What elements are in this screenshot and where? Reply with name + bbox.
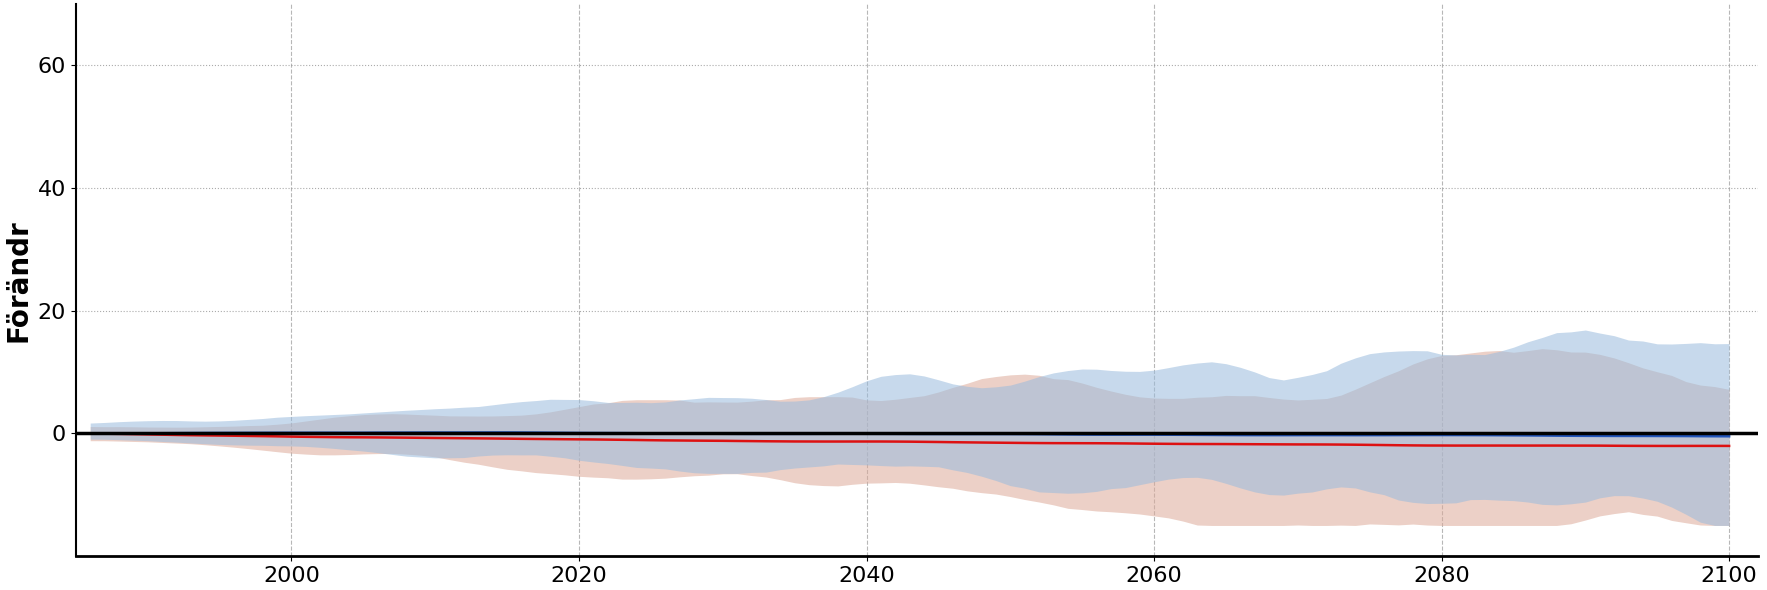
Y-axis label: Förändr: Förändr [4,219,32,342]
